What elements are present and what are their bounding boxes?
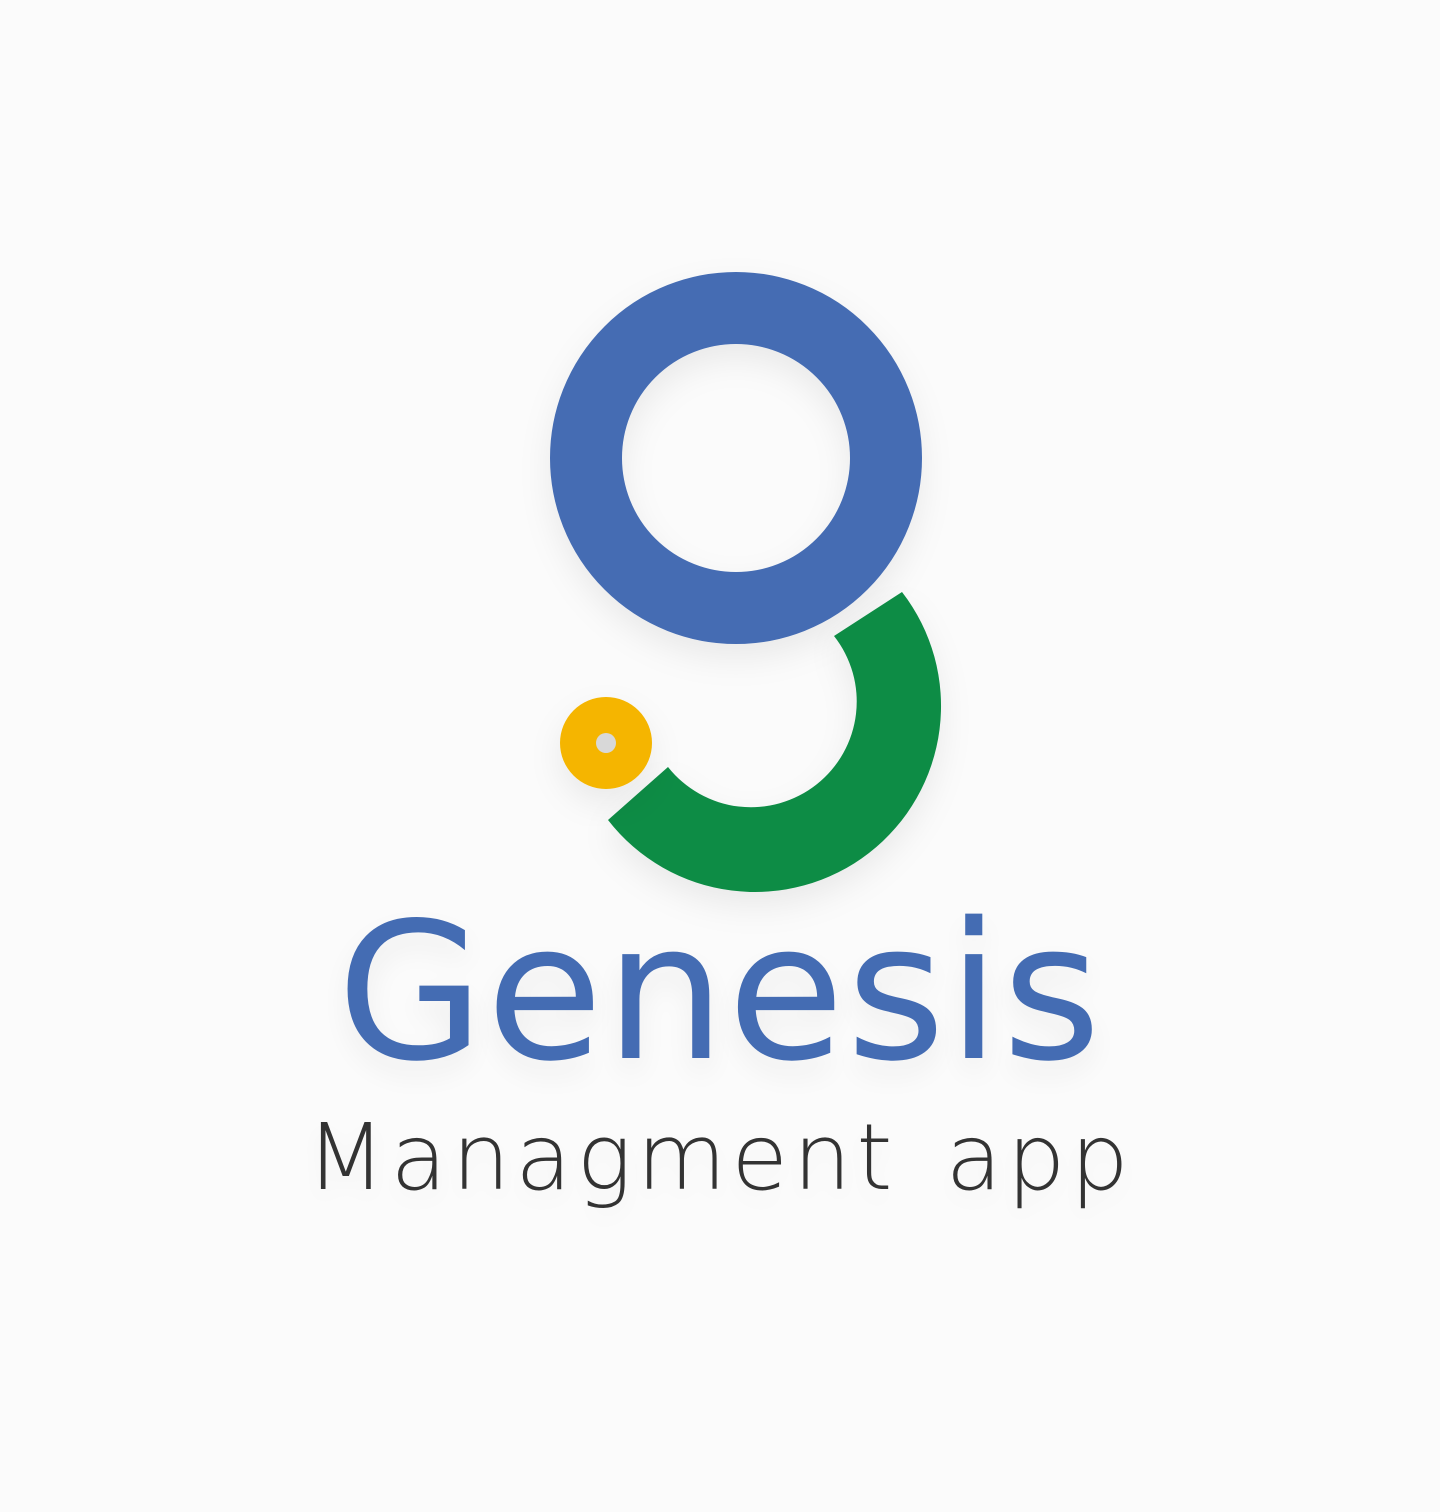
logo-green-hook xyxy=(608,592,942,893)
brand-title: Genesis xyxy=(336,882,1104,1103)
brand-subtitle: Managment app xyxy=(306,1104,1134,1211)
logo-blue-ring xyxy=(550,272,922,644)
logo-yellow-dot-center xyxy=(596,733,616,753)
